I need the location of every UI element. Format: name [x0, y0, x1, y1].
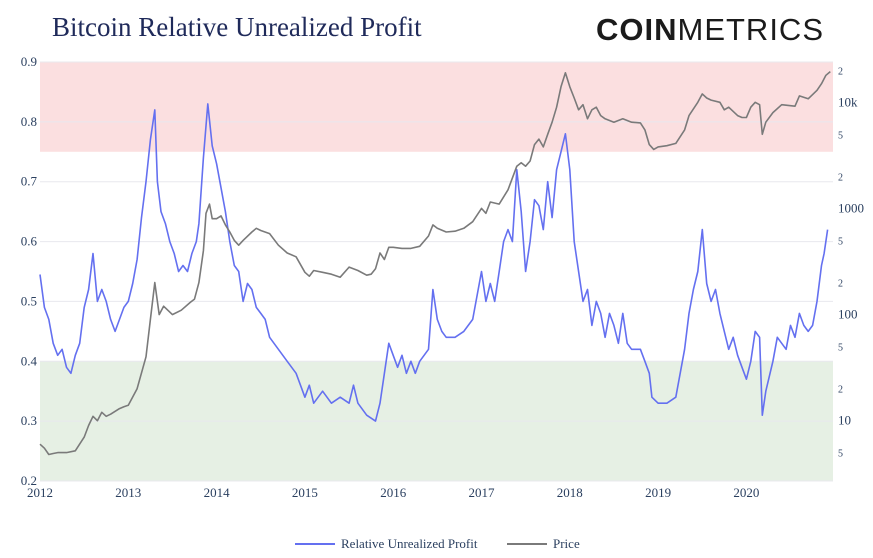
- legend: Relative Unrealized Profit Price: [0, 533, 873, 555]
- y-right-tick-label: 10: [838, 413, 851, 428]
- y-right-tick-label: 2: [838, 279, 843, 290]
- y-right-tick-label: 5: [838, 130, 843, 141]
- y-right-tick-label: 2: [838, 66, 843, 77]
- x-tick-label: 2015: [292, 485, 318, 500]
- x-tick-label: 2019: [645, 485, 671, 500]
- y-left-tick-label: 0.8: [21, 114, 37, 129]
- y-right-tick-label: 5: [838, 236, 843, 247]
- y-left-tick-label: 0.7: [21, 174, 38, 189]
- y-right-tick-label: 100: [838, 307, 858, 322]
- y-right-tick-label: 5: [838, 342, 843, 353]
- x-tick-label: 2020: [733, 485, 759, 500]
- y-left-tick-label: 0.6: [21, 234, 38, 249]
- x-tick-label: 2014: [204, 485, 231, 500]
- y-left-tick-label: 0.5: [21, 293, 37, 308]
- y-left-tick-label: 0.9: [21, 54, 37, 69]
- x-tick-label: 2016: [380, 485, 407, 500]
- y-left-tick-label: 0.3: [21, 413, 37, 428]
- legend-item-price[interactable]: Price: [507, 533, 580, 555]
- y-right-tick-label: 2: [838, 173, 843, 184]
- y-right-tick-label: 10k: [838, 94, 858, 109]
- y-right-tick-label: 1000: [838, 200, 864, 215]
- legend-label-price: Price: [553, 536, 580, 552]
- band-layer: [40, 62, 833, 481]
- x-tick-label: 2017: [469, 485, 496, 500]
- legend-label-rup: Relative Unrealized Profit: [341, 536, 477, 552]
- y-right-tick-label: 5: [838, 449, 843, 460]
- x-tick-label: 2013: [115, 485, 141, 500]
- y-left-tick-label: 0.4: [21, 353, 38, 368]
- x-tick-label: 2012: [27, 485, 53, 500]
- legend-swatch-rup: [295, 543, 335, 545]
- legend-swatch-price: [507, 543, 547, 545]
- legend-item-relative-unrealized-profit[interactable]: Relative Unrealized Profit: [295, 533, 477, 555]
- band-high-zone: [40, 62, 833, 152]
- y-right-tick-label: 2: [838, 385, 843, 396]
- x-tick-label: 2018: [557, 485, 583, 500]
